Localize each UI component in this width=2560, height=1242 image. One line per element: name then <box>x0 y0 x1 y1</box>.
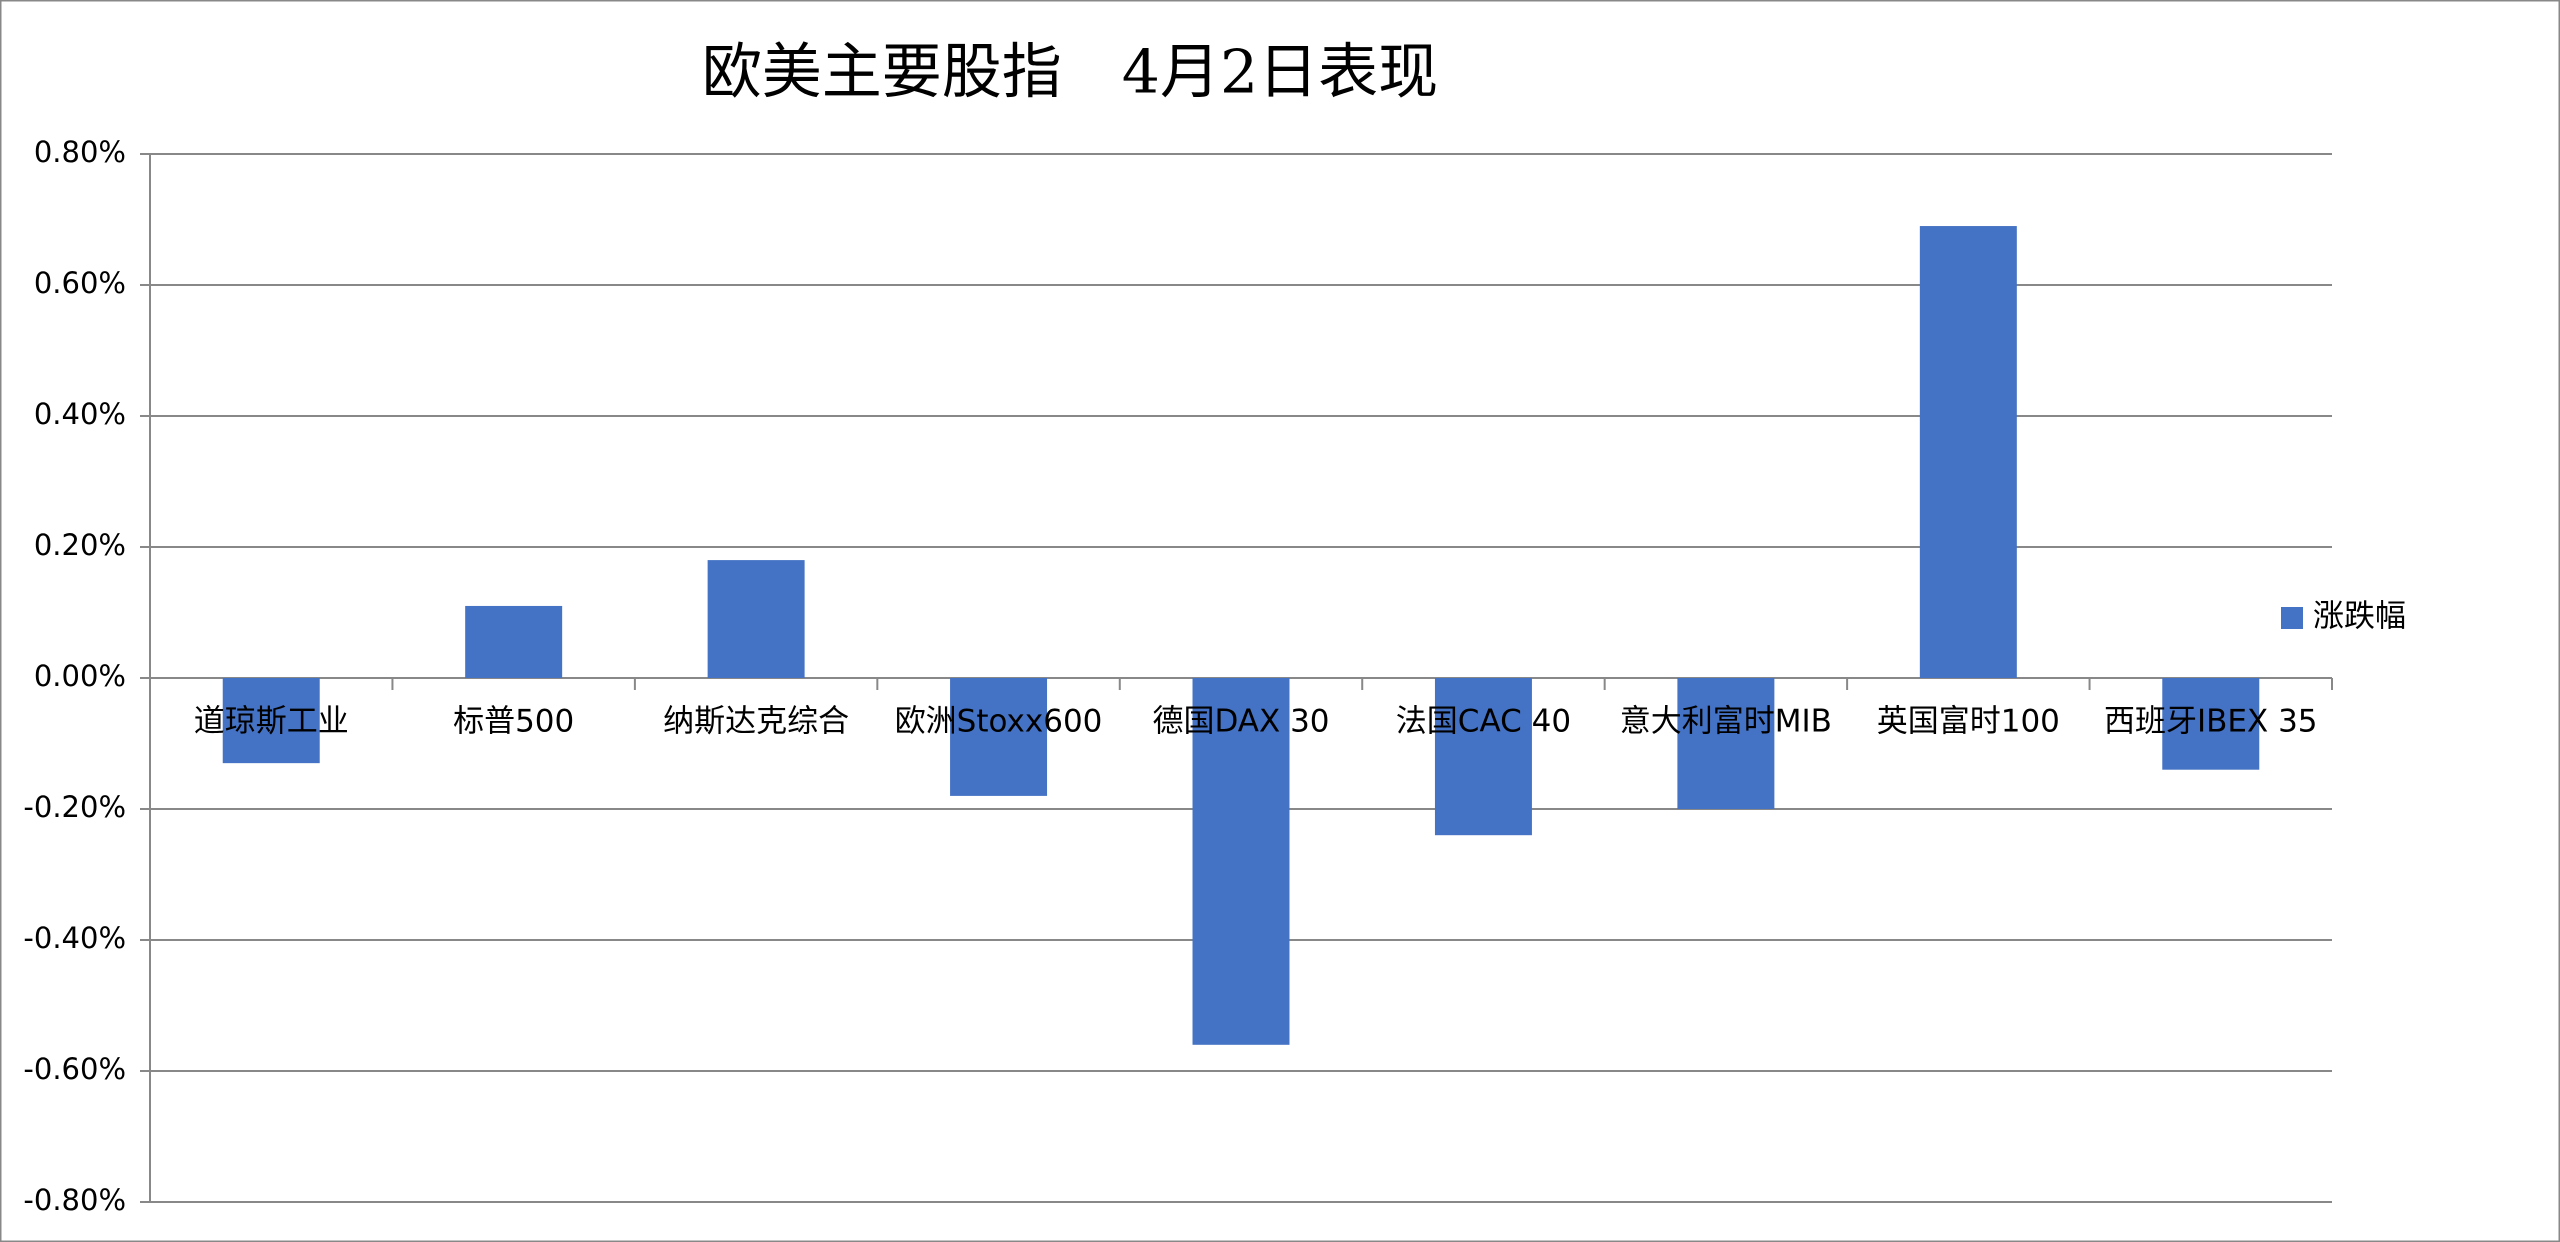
y-tick-label: 0.60% <box>34 266 126 300</box>
chart-title: 欧美主要股指 4月2日表现 <box>702 38 1438 108</box>
y-tick-label: -0.80% <box>23 1183 126 1217</box>
bar <box>1677 678 1775 809</box>
bar <box>222 678 320 764</box>
bar <box>1434 678 1532 836</box>
bar <box>950 678 1048 796</box>
x-tick-label: 西班牙IBEX 35 <box>2104 704 2318 740</box>
y-tick-label: -0.20% <box>23 790 126 824</box>
bar <box>1192 678 1290 1045</box>
bar <box>2162 678 2260 770</box>
bar <box>1919 226 2017 679</box>
x-tick-label: 欧洲Stoxx600 <box>895 704 1103 740</box>
x-tick-label: 纳斯达克综合 <box>663 704 849 740</box>
y-tick-label: 0.80% <box>34 135 126 169</box>
x-tick-label: 法国CAC 40 <box>1396 704 1571 740</box>
x-tick-label: 标普500 <box>453 704 574 740</box>
bar <box>707 560 805 678</box>
x-tick-label: 德国DAX 30 <box>1152 704 1329 740</box>
y-tick-label: 0.00% <box>34 659 126 693</box>
bar <box>465 605 563 678</box>
y-tick-label: -0.60% <box>23 1052 126 1086</box>
x-tick-label: 英国富时100 <box>1877 704 2060 740</box>
y-tick-label: 0.20% <box>34 528 126 562</box>
y-tick-label: 0.40% <box>34 397 126 431</box>
legend-swatch <box>2281 607 2303 629</box>
x-tick-label: 意大利富时MIB <box>1620 704 1832 740</box>
legend-label: 涨跌幅 <box>2313 599 2406 635</box>
y-tick-label: -0.40% <box>23 921 126 955</box>
x-tick-label: 道琼斯工业 <box>194 704 349 740</box>
